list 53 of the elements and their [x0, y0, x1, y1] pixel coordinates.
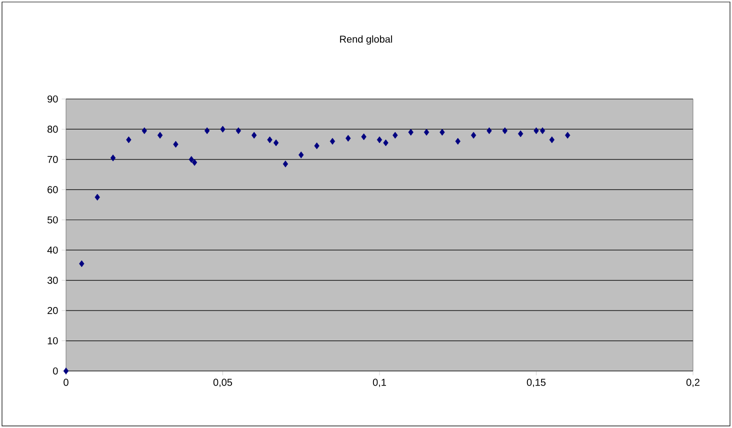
- point: [361, 133, 366, 140]
- y-tick-label: 50: [47, 216, 58, 224]
- point: [173, 140, 178, 148]
- x-tick-label: 0,15: [526, 378, 546, 388]
- point: [236, 127, 242, 134]
- point: [188, 156, 194, 163]
- point: [252, 132, 257, 139]
- point: [204, 127, 210, 134]
- point: [383, 139, 388, 146]
- y-tick-label: 30: [47, 276, 58, 284]
- point: [534, 127, 539, 134]
- point: [94, 194, 100, 201]
- point: [549, 136, 555, 144]
- point: [470, 132, 476, 139]
- point: [540, 127, 546, 134]
- y-tick-label: 60: [48, 186, 58, 194]
- point: [298, 152, 304, 158]
- point: [408, 128, 414, 136]
- y-tick-label: 0: [53, 367, 58, 375]
- point: [518, 130, 524, 138]
- point: [455, 138, 460, 145]
- point: [267, 136, 272, 144]
- point: [330, 138, 336, 145]
- point: [192, 159, 198, 166]
- point: [440, 128, 445, 136]
- y-tick-label: 70: [48, 156, 58, 163]
- point: [157, 132, 163, 139]
- point: [273, 139, 279, 146]
- y-tick-label: 10: [48, 337, 58, 344]
- point: [79, 260, 84, 268]
- point: [126, 136, 132, 144]
- y-tick-label: 40: [47, 246, 58, 254]
- point: [346, 134, 351, 142]
- point: [282, 160, 288, 168]
- point: [564, 132, 570, 139]
- point: [424, 128, 430, 136]
- point: [110, 154, 116, 162]
- point: [486, 127, 492, 134]
- point: [63, 368, 69, 374]
- point: [376, 136, 382, 144]
- x-tick-label: 0,1: [372, 378, 386, 388]
- point: [502, 127, 508, 134]
- y-tick-label: 80: [48, 126, 58, 133]
- x-tick-label: 0: [64, 378, 68, 386]
- x-tick-label: 0,05: [213, 378, 232, 388]
- point: [142, 127, 147, 134]
- chart-title: Rend global: [340, 35, 392, 45]
- point: [392, 132, 398, 139]
- point: [314, 142, 320, 150]
- x-tick-label: 0,2: [686, 378, 700, 388]
- point: [220, 126, 226, 133]
- y-tick-label: 90: [48, 95, 58, 103]
- y-tick-label: 20: [48, 307, 58, 314]
